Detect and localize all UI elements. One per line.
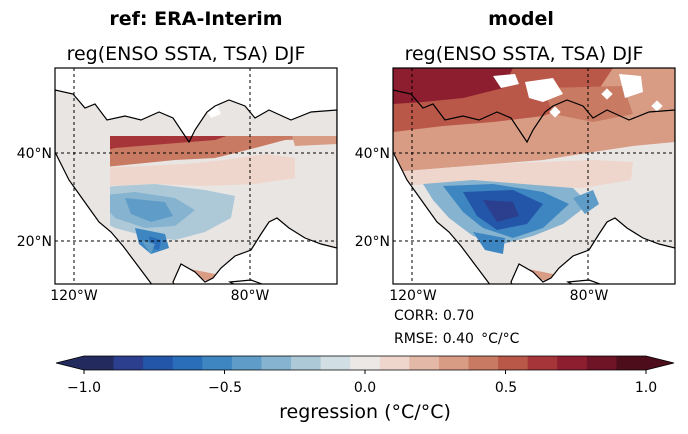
colorbar-segment	[202, 356, 233, 370]
panel-subtitle-model: reg(ENSO SSTA, TSA) DJF	[405, 43, 644, 65]
colorbar-segment	[231, 356, 262, 370]
lat-tick-20n-model: 20°N	[355, 234, 390, 250]
map-model	[393, 68, 675, 284]
colorbar-segment	[172, 356, 203, 370]
colorbar-segment	[527, 356, 558, 370]
panel-subtitle-ref: reg(ENSO SSTA, TSA) DJF	[67, 43, 306, 65]
lon-tick-80w-model: 80°W	[570, 288, 609, 304]
colorbar-tick-05: 0.5	[495, 380, 517, 396]
colorbar-segment	[261, 356, 292, 370]
colorbar-extend-high	[646, 356, 674, 370]
colorbar-label: regression (°C/°C)	[279, 401, 451, 423]
lon-tick-120w-model: 120°W	[389, 288, 437, 304]
colorbar	[55, 355, 675, 374]
colorbar-tick-0: 0.0	[354, 380, 376, 396]
colorbar-segment	[616, 356, 647, 370]
lat-tick-40n-model: 40°N	[355, 146, 390, 162]
colorbar-segment	[468, 356, 499, 370]
map-ref-frame	[54, 67, 338, 285]
corr-stat: CORR: 0.70	[394, 308, 474, 324]
colorbar-tick-neg05: −0.5	[208, 380, 242, 396]
colorbar-segment	[350, 356, 381, 370]
colorbar-segment	[409, 356, 440, 370]
colorbar-segment	[379, 356, 410, 370]
colorbar-segment	[320, 356, 351, 370]
colorbar-tick-neg1: −1.0	[67, 380, 101, 396]
panel-title-ref: ref: ERA-Interim	[109, 8, 282, 30]
lon-tick-80w-ref: 80°W	[231, 288, 270, 304]
colorbar-segment	[498, 356, 529, 370]
colorbar-segment	[291, 356, 322, 370]
lon-tick-120w-ref: 120°W	[50, 288, 98, 304]
map-model-frame	[392, 67, 676, 285]
panel-title-model: model	[488, 8, 554, 30]
colorbar-segment	[143, 356, 174, 370]
colorbar-segment	[557, 356, 588, 370]
colorbar-tick-1: 1.0	[635, 380, 657, 396]
colorbar-segment	[438, 356, 470, 370]
colorbar-segment	[84, 356, 115, 370]
colorbar-extend-low	[56, 356, 84, 370]
colorbar-segment	[586, 356, 617, 370]
colorbar-segment	[113, 356, 144, 370]
lat-tick-20n-ref: 20°N	[17, 234, 52, 250]
lat-tick-40n-ref: 40°N	[17, 146, 52, 162]
rmse-stat: RMSE: 0.40 °C/°C	[394, 331, 520, 347]
map-ref	[55, 68, 337, 284]
